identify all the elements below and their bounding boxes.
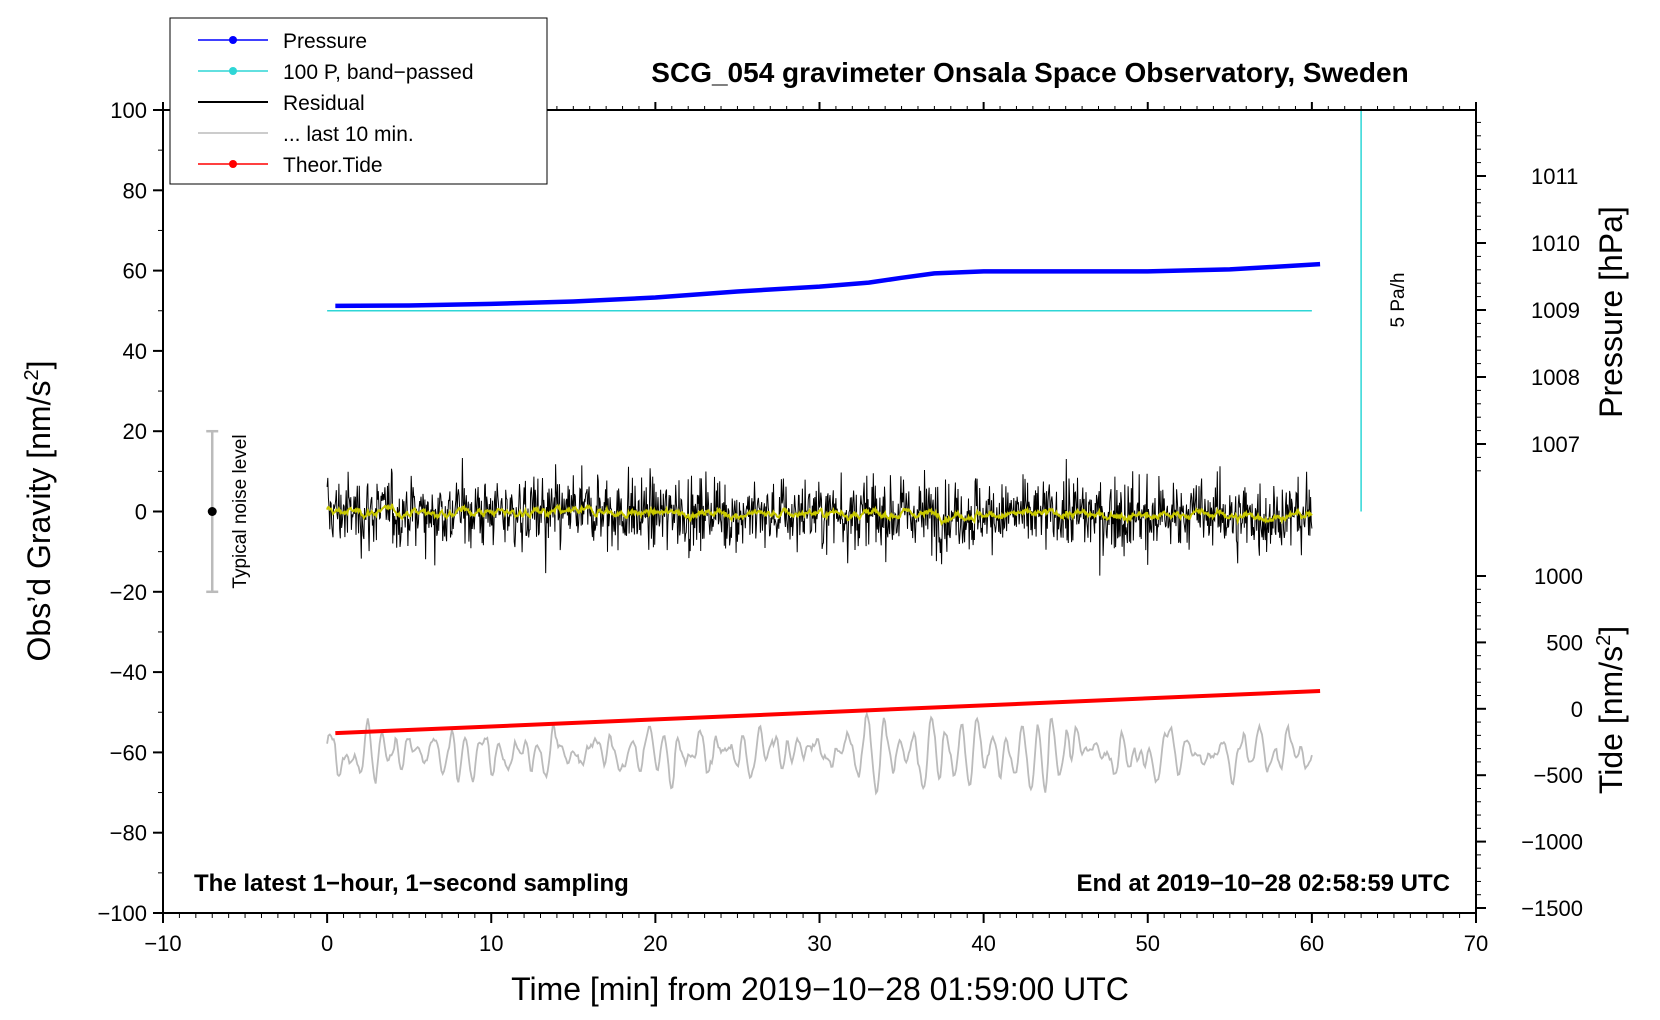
x-tick-label: 20 — [643, 931, 667, 956]
y-tick-label: −40 — [110, 660, 147, 685]
y-tick-label: 20 — [123, 419, 147, 444]
annotation-left: The latest 1−hour, 1−second sampling — [194, 870, 629, 897]
pressure-rate-label: 5 Pa/h — [1388, 273, 1409, 328]
y-axis-label-gravity-end: ] — [21, 361, 57, 370]
x-tick-label: 30 — [807, 931, 831, 956]
legend-label: Pressure — [283, 30, 367, 53]
tide-tick-label: 0 — [1571, 697, 1583, 722]
series-residual — [326, 457, 1313, 576]
tide-tick-label: 500 — [1546, 630, 1583, 655]
y-tick-label: 40 — [123, 339, 147, 364]
y-axis-label-tide: Tide [nm/s2] — [1593, 626, 1629, 794]
y-tick-label: −20 — [110, 580, 147, 605]
pressure-tick-label: 1007 — [1531, 432, 1580, 457]
y-tick-label: 0 — [135, 500, 147, 525]
y-tick-label: −60 — [110, 740, 147, 765]
tide-tick-label: 1000 — [1534, 564, 1583, 589]
legend-label: Theor.Tide — [283, 154, 383, 177]
y-axis-label-tide-end: ] — [1593, 626, 1629, 635]
y-tick-label: 100 — [110, 98, 147, 123]
chart-title: SCG_054 gravimeter Onsala Space Observat… — [651, 57, 1408, 88]
y-tick-label: −100 — [97, 901, 147, 926]
legend-marker — [229, 160, 237, 168]
y-tick-label: 80 — [123, 178, 147, 203]
y-axis-label-gravity: Obs’d Gravity [nm/s2] — [21, 361, 57, 662]
y-tick-label: 60 — [123, 259, 147, 284]
y-tick-label: −80 — [110, 821, 147, 846]
x-axis-label: Time [min] from 2019−10−28 01:59:00 UTC — [511, 971, 1129, 1007]
tide-tick-label: −500 — [1533, 763, 1583, 788]
axis-ticks: −10 0 10 20 30 40 50 60 70100806040200−20−40−60−… — [97, 98, 1583, 956]
pressure-tick-label: 1011 — [1531, 164, 1578, 189]
x-tick-label: 60 — [1300, 931, 1324, 956]
plot-data: 5 Pa/h Typical noise level — [206, 110, 1409, 796]
x-tick-label: 0 — [321, 931, 333, 956]
x-tick-label: 70 — [1464, 931, 1488, 956]
x-tick-label: 10 — [479, 931, 503, 956]
y-axis-label-tide-sup: 2 — [1593, 635, 1615, 646]
pressure-tick-label: 1010 — [1531, 231, 1580, 256]
noise-bar-center — [207, 507, 217, 516]
series-pressure — [335, 261, 1321, 309]
x-tick-label: 40 — [971, 931, 995, 956]
legend-label: Residual — [283, 92, 365, 115]
legend-label: 100 P, band−passed — [283, 61, 474, 84]
legend: Pressure 100 P, band−passed Residual ... la… — [169, 17, 548, 185]
y-axis-label-gravity-text: Obs’d Gravity [nm/s — [21, 381, 57, 662]
tide-tick-label: −1500 — [1521, 896, 1583, 921]
y-axis-label-tide-text: Tide [nm/s — [1593, 646, 1629, 794]
x-tick-label: 50 — [1136, 931, 1160, 956]
pressure-tick-label: 1009 — [1531, 298, 1580, 323]
noise-bar-label: Typical noise level — [230, 434, 251, 588]
series-theor-tide — [335, 688, 1321, 736]
legend-label: ... last 10 min. — [283, 123, 414, 146]
y-axis-label-gravity-sup: 2 — [21, 369, 43, 380]
x-tick-label: −10 — [144, 931, 181, 956]
annotation-right: End at 2019−10−28 02:58:59 UTC — [1076, 870, 1450, 897]
tide-tick-label: −1000 — [1521, 830, 1583, 855]
legend-marker — [229, 67, 237, 75]
y-axis-label-pressure: Pressure [hPa] — [1593, 206, 1629, 418]
legend-marker — [229, 36, 237, 44]
series-residual-smoothed — [326, 503, 1313, 526]
series-last-10-min — [326, 710, 1313, 796]
pressure-tick-label: 1008 — [1531, 365, 1580, 390]
